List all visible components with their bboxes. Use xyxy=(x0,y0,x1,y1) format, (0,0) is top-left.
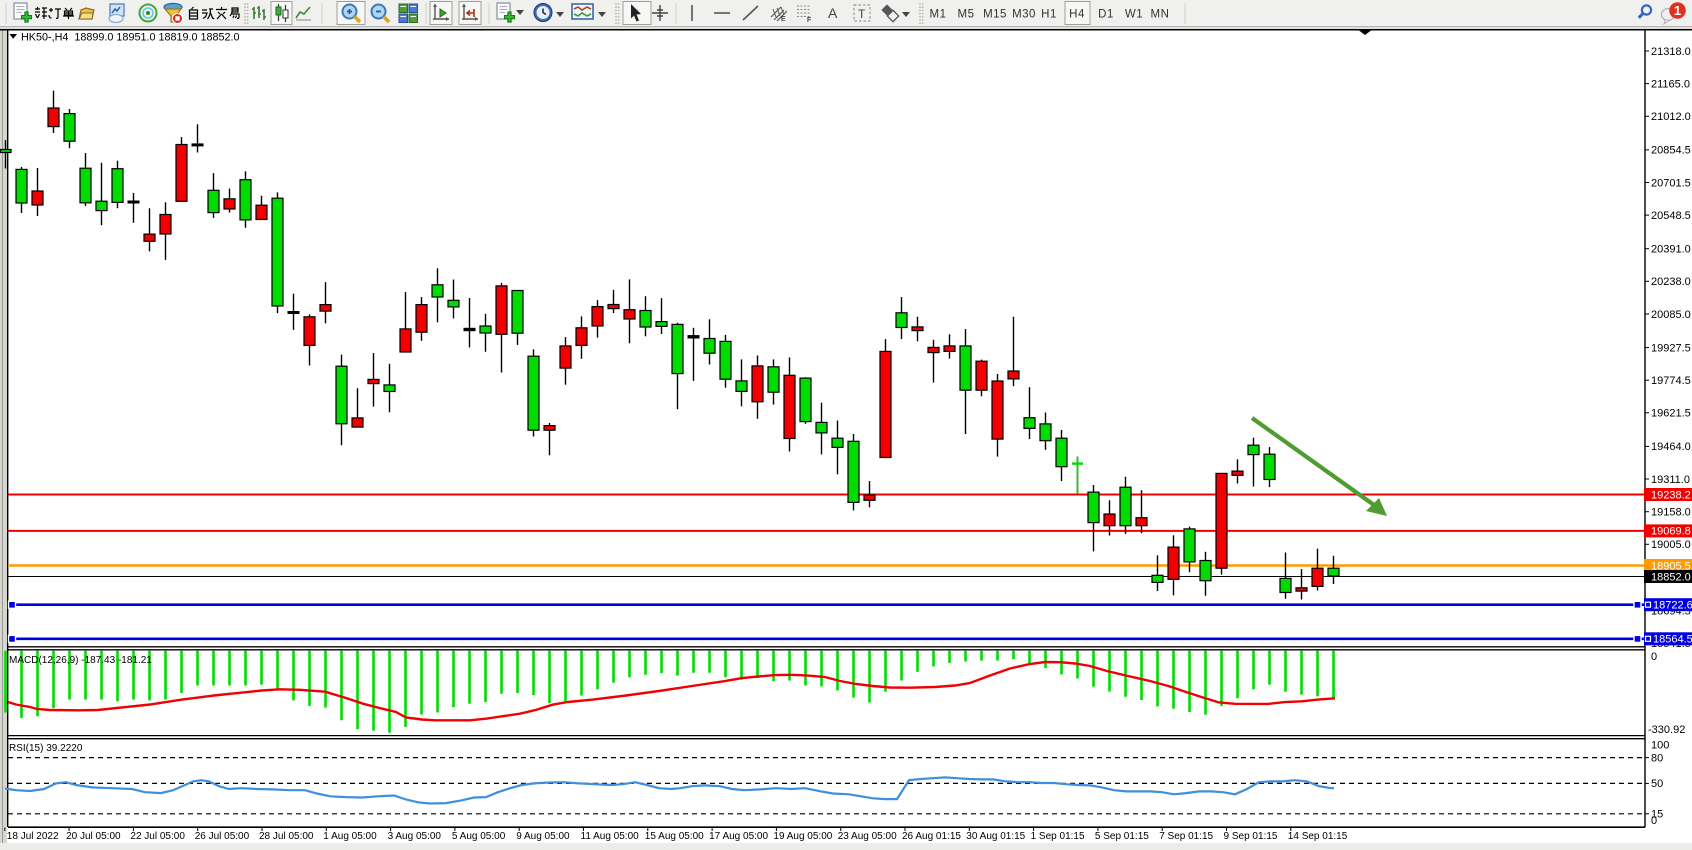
svg-text:-330.92: -330.92 xyxy=(1648,724,1685,736)
svg-text:20548.5: 20548.5 xyxy=(1651,210,1691,222)
svg-text:26 Jul 05:00: 26 Jul 05:00 xyxy=(195,831,250,842)
svg-text:50: 50 xyxy=(1651,778,1663,790)
svg-text:9 Sep 01:15: 9 Sep 01:15 xyxy=(1224,831,1278,842)
svg-text:19311.0: 19311.0 xyxy=(1651,474,1690,486)
svg-text:21165.0: 21165.0 xyxy=(1651,78,1690,90)
svg-text:F: F xyxy=(807,17,811,24)
svg-text:20701.5: 20701.5 xyxy=(1651,177,1691,189)
svg-text:0: 0 xyxy=(1651,651,1657,663)
svg-text:21318.0: 21318.0 xyxy=(1651,46,1691,58)
svg-text:D1: D1 xyxy=(1098,9,1114,21)
svg-text:19774.5: 19774.5 xyxy=(1651,375,1691,387)
svg-text:18564.5: 18564.5 xyxy=(1653,634,1692,646)
svg-text:20238.0: 20238.0 xyxy=(1651,276,1691,288)
svg-text:19621.5: 19621.5 xyxy=(1651,408,1691,420)
svg-text:1 Sep 01:15: 1 Sep 01:15 xyxy=(1031,831,1085,842)
svg-text:20085.0: 20085.0 xyxy=(1651,309,1691,321)
svg-text:80: 80 xyxy=(1651,752,1663,764)
svg-text:M1: M1 xyxy=(930,9,947,21)
svg-text:18852.0: 18852.0 xyxy=(1651,571,1691,583)
svg-text:W1: W1 xyxy=(1125,9,1143,21)
svg-text:20 Jul 05:00: 20 Jul 05:00 xyxy=(66,831,121,842)
svg-text:1: 1 xyxy=(1674,3,1681,18)
svg-text:HK50-,H4 18899.0 18951.0 1881: HK50-,H4 18899.0 18951.0 18819.0 18852.0 xyxy=(21,32,240,44)
svg-text:18 Jul 2022: 18 Jul 2022 xyxy=(7,831,59,842)
svg-text:19005.0: 19005.0 xyxy=(1651,539,1691,551)
svg-text:19464.0: 19464.0 xyxy=(1651,441,1691,453)
svg-text:T: T xyxy=(858,7,866,21)
svg-text:19069.8: 19069.8 xyxy=(1651,526,1691,538)
svg-text:7 Sep 01:15: 7 Sep 01:15 xyxy=(1159,831,1213,842)
svg-text:15 Aug 05:00: 15 Aug 05:00 xyxy=(645,831,704,842)
svg-text:15: 15 xyxy=(1651,809,1663,821)
svg-text:5 Aug 05:00: 5 Aug 05:00 xyxy=(452,831,506,842)
svg-text:23 Aug 05:00: 23 Aug 05:00 xyxy=(838,831,897,842)
svg-text:MACD(12,26,9) -187.43 -181.21: MACD(12,26,9) -187.43 -181.21 xyxy=(9,655,152,666)
svg-text:19158.0: 19158.0 xyxy=(1651,507,1691,519)
svg-text:RSI(15) 39.2220: RSI(15) 39.2220 xyxy=(9,743,83,754)
svg-text:22 Jul 05:00: 22 Jul 05:00 xyxy=(130,831,185,842)
svg-text:5 Sep 01:15: 5 Sep 01:15 xyxy=(1095,831,1149,842)
svg-text:H1: H1 xyxy=(1041,9,1057,21)
svg-text:H4: H4 xyxy=(1069,9,1085,21)
svg-text:21012.0: 21012.0 xyxy=(1651,111,1691,123)
svg-text:M15: M15 xyxy=(983,9,1007,21)
svg-text:18905.5: 18905.5 xyxy=(1651,560,1691,572)
svg-text:19927.5: 19927.5 xyxy=(1651,342,1691,354)
svg-text:14 Sep 01:15: 14 Sep 01:15 xyxy=(1288,831,1348,842)
svg-text:100: 100 xyxy=(1651,740,1669,752)
svg-text:26 Aug 01:15: 26 Aug 01:15 xyxy=(902,831,961,842)
svg-text:A: A xyxy=(828,5,838,21)
svg-text:17 Aug 05:00: 17 Aug 05:00 xyxy=(709,831,768,842)
svg-text:MN: MN xyxy=(1151,9,1170,21)
svg-text:18722.6: 18722.6 xyxy=(1653,600,1692,612)
svg-text:M5: M5 xyxy=(958,9,975,21)
svg-text:3 Aug 05:00: 3 Aug 05:00 xyxy=(388,831,442,842)
svg-text:0: 0 xyxy=(1651,815,1657,827)
svg-text:11 Aug 05:00: 11 Aug 05:00 xyxy=(581,831,640,842)
svg-text:19 Aug 05:00: 19 Aug 05:00 xyxy=(773,831,832,842)
svg-text:1 Aug 05:00: 1 Aug 05:00 xyxy=(323,831,377,842)
svg-text:20391.0: 20391.0 xyxy=(1651,244,1691,256)
svg-text:28 Jul 05:00: 28 Jul 05:00 xyxy=(259,831,314,842)
svg-text:9 Aug 05:00: 9 Aug 05:00 xyxy=(516,831,570,842)
svg-text:E: E xyxy=(781,16,786,23)
svg-text:30 Aug 01:15: 30 Aug 01:15 xyxy=(966,831,1025,842)
svg-text:19238.2: 19238.2 xyxy=(1651,489,1691,501)
svg-text:20854.5: 20854.5 xyxy=(1651,145,1691,157)
svg-text:M30: M30 xyxy=(1012,9,1036,21)
